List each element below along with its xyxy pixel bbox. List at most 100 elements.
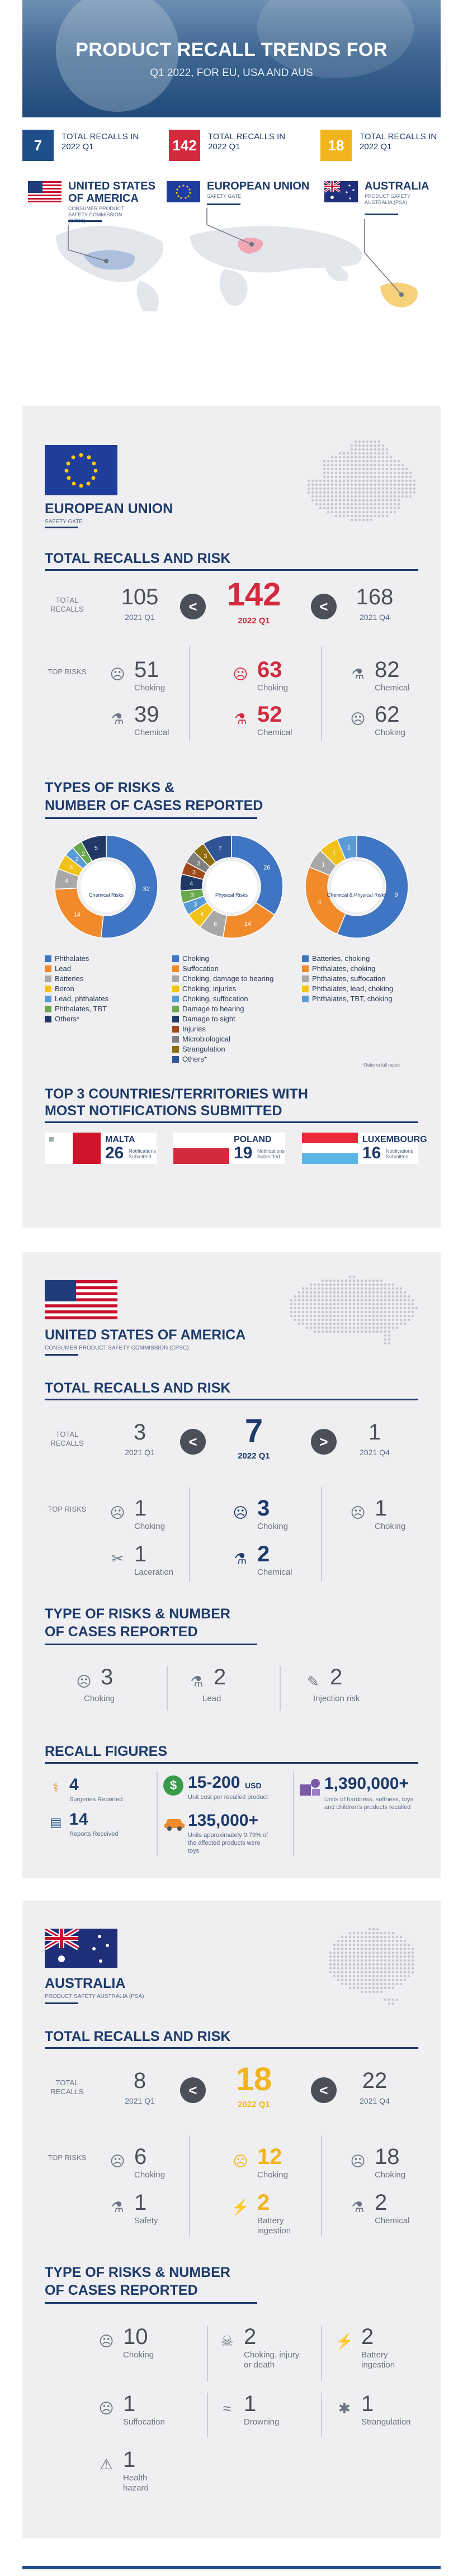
map-dot	[352, 1314, 356, 1318]
map-dot	[301, 1306, 305, 1310]
map-dot	[391, 1967, 395, 1970]
map-dot	[342, 467, 346, 471]
map-dot	[350, 467, 353, 471]
map-dot	[346, 467, 349, 471]
map-dot	[330, 467, 334, 471]
map-dot	[395, 1951, 399, 1954]
map-dot	[344, 1963, 348, 1966]
map-dot	[411, 1967, 414, 1970]
toy-car-icon	[163, 1815, 186, 1831]
map-dot	[327, 471, 330, 475]
map-dot	[338, 467, 342, 471]
legend-item: Choking	[172, 954, 295, 964]
eu-types-title-line2: NUMBER OF CASES REPORTED	[45, 798, 263, 813]
map-dot	[364, 1963, 367, 1966]
map-dot	[403, 1306, 407, 1310]
map-dot	[403, 1943, 407, 1947]
injection-syringe-icon: ✎	[307, 1673, 319, 1690]
map-dot	[323, 491, 326, 494]
usa-unit-cost-unit: USD	[245, 1781, 262, 1790]
map-dot	[407, 1306, 410, 1310]
au-risk-next-2-name: Chemical	[375, 2216, 410, 2225]
map-dot	[309, 1318, 313, 1322]
legend-swatch	[45, 1006, 51, 1012]
map-dot	[384, 1330, 387, 1333]
map-dot	[354, 487, 357, 490]
map-dot	[377, 448, 381, 451]
australia-section: AUSTRALIA PRODUCT SAFETY AUSTRALIA (PSA)…	[22, 1901, 441, 2538]
map-dot	[388, 1314, 391, 1318]
map-dot	[395, 1939, 399, 1943]
map-dot	[370, 495, 373, 498]
divider	[207, 203, 240, 205]
au-risk-cur-2-name: Battery ingestion	[257, 2216, 291, 2236]
legend-label: Damage to sight	[182, 1015, 235, 1023]
map-dot	[348, 1947, 352, 1950]
summary-label-usa: TOTAL RECALLS IN 2022 Q1	[62, 132, 139, 151]
usa-types-title-line2: OF CASES REPORTED	[45, 1624, 198, 1640]
map-dot	[377, 499, 381, 502]
map-dot	[368, 1330, 371, 1333]
map-dot	[360, 1947, 363, 1950]
map-dot	[348, 1287, 352, 1290]
map-dot	[344, 1951, 348, 1954]
map-dot	[362, 518, 365, 522]
map-dot	[348, 1303, 352, 1306]
map-dot	[370, 479, 373, 482]
map-dot	[381, 460, 385, 463]
divider	[189, 646, 190, 741]
au-flag-icon	[323, 180, 358, 202]
map-dot	[348, 1963, 352, 1966]
map-dot	[413, 491, 416, 494]
divider	[365, 214, 398, 215]
map-dot	[346, 475, 349, 479]
donut-slice-batteries-choking	[336, 835, 409, 939]
map-dot	[321, 1330, 324, 1333]
luxembourg-flag-icon	[302, 1133, 358, 1164]
map-dot	[368, 1291, 371, 1294]
map-dot	[313, 1318, 316, 1322]
map-dot	[388, 1955, 391, 1958]
map-dot	[329, 1963, 332, 1966]
map-dot	[341, 1955, 344, 1958]
map-dot	[354, 471, 357, 475]
legend-label: Batteries, choking	[312, 954, 370, 963]
map-dot	[341, 1295, 344, 1298]
map-dot	[342, 514, 346, 518]
map-dot	[380, 1314, 383, 1318]
map-dot	[358, 460, 361, 463]
map-dot	[325, 1306, 328, 1310]
map-dot	[329, 1959, 332, 1962]
map-dot	[321, 1318, 324, 1322]
map-dot	[384, 1978, 387, 1982]
map-dot	[381, 514, 385, 518]
map-dot	[399, 1295, 403, 1298]
map-dot	[348, 1959, 352, 1962]
map-dot	[364, 1978, 367, 1982]
legend-label: Others*	[55, 1015, 80, 1023]
eu-risk-prev-1-name: Choking	[134, 683, 166, 693]
legend-swatch	[172, 1026, 179, 1033]
map-dot	[309, 1314, 313, 1318]
map-dot	[330, 491, 334, 494]
legend-swatch	[45, 965, 51, 972]
map-dot	[362, 448, 365, 451]
donut-value-label: 26	[263, 865, 270, 872]
divider	[293, 1772, 294, 1856]
map-dot	[319, 503, 322, 506]
usa-flag-icon	[45, 1280, 117, 1319]
map-dot	[348, 1986, 352, 1990]
map-dot	[399, 1287, 403, 1290]
page-subtitle: Q1 2022, FOR EU, USA AND AUS	[150, 67, 313, 79]
usa-compare-left-arrow: <	[180, 1429, 206, 1455]
map-dot	[364, 1310, 367, 1314]
map-dot	[315, 503, 318, 506]
map-dot	[399, 1951, 403, 1954]
legend-label: Injuries	[182, 1025, 206, 1033]
au-type-2-name: Choking, injury or death	[244, 2350, 300, 2370]
map-dot	[407, 1303, 410, 1306]
map-dot	[321, 1310, 324, 1314]
map-dot	[374, 499, 377, 502]
map-dot	[393, 463, 396, 467]
map-dot	[344, 1314, 348, 1318]
